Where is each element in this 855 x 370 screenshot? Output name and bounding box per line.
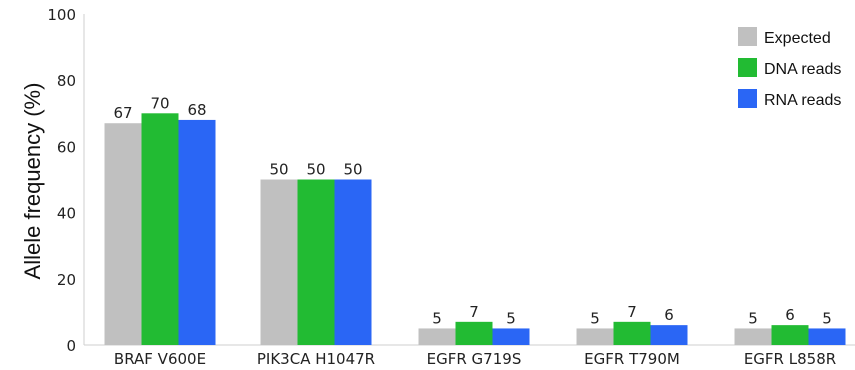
bar-expected: [260, 179, 298, 345]
legend-swatch: [738, 89, 757, 108]
x-tick-label: EGFR G719S: [427, 350, 522, 368]
data-label: 6: [785, 306, 795, 324]
legend-swatch: [738, 27, 757, 46]
bar-dna-reads: [613, 321, 651, 345]
bar-dna-reads: [771, 325, 809, 345]
y-tick-label: 80: [57, 72, 76, 90]
y-tick-labels: 0 20 40 60 80 100: [47, 6, 76, 355]
y-tick-label: 0: [66, 337, 76, 355]
data-label: 5: [506, 309, 516, 327]
data-label: 50: [343, 161, 362, 179]
bar-rna-reads: [808, 328, 846, 345]
bar-dna-reads: [141, 113, 179, 345]
bar-rna-reads: [492, 328, 530, 345]
data-label: 5: [748, 309, 758, 327]
data-label: 5: [432, 309, 442, 327]
legend: Expected DNA reads RNA reads: [738, 27, 841, 109]
legend-label: Expected: [764, 30, 831, 47]
bar-rna-reads: [650, 325, 688, 345]
x-tick-label: EGFR T790M: [584, 350, 680, 368]
data-label: 50: [306, 161, 325, 179]
data-label: 5: [590, 309, 600, 327]
x-tick-label: EGFR L858R: [744, 350, 836, 368]
legend-label: RNA reads: [764, 92, 841, 109]
data-label: 7: [627, 303, 637, 321]
y-tick-label: 100: [47, 6, 76, 24]
legend-label: DNA reads: [764, 61, 841, 78]
bar-rna-reads: [178, 119, 216, 345]
bar-dna-reads: [455, 321, 493, 345]
y-tick-label: 20: [57, 271, 76, 289]
x-tick-label: PIK3CA H1047R: [257, 350, 375, 368]
y-tick-label: 60: [57, 138, 76, 156]
bar-dna-reads: [297, 179, 335, 345]
data-label: 70: [150, 94, 169, 112]
bar-rna-reads: [334, 179, 372, 345]
legend-swatch: [738, 58, 757, 77]
data-label: 5: [822, 309, 832, 327]
bars: 67 70 68 50 50 50 5 7 5 5 7 6 5 6 5: [104, 94, 846, 345]
x-tick-label: BRAF V600E: [114, 350, 206, 368]
bar-expected: [418, 328, 456, 345]
bar-expected: [576, 328, 614, 345]
x-tick-labels: BRAF V600E PIK3CA H1047R EGFR G719S EGFR T7…: [114, 350, 836, 368]
bar-expected: [104, 123, 142, 345]
y-tick-label: 40: [57, 205, 76, 223]
y-axis-title: Allele frequency (%): [20, 83, 45, 280]
bar-expected: [734, 328, 772, 345]
data-label: 67: [113, 104, 132, 122]
data-label: 6: [664, 306, 674, 324]
data-label: 7: [469, 303, 479, 321]
data-label: 50: [269, 161, 288, 179]
data-label: 68: [187, 101, 206, 119]
